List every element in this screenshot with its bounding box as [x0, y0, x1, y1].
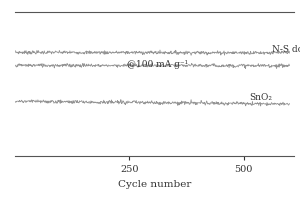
Text: @100 mA g⁻¹: @100 mA g⁻¹	[127, 60, 188, 69]
X-axis label: Cycle number: Cycle number	[118, 180, 191, 189]
Text: SnO₂: SnO₂	[249, 93, 272, 102]
Text: N-S do: N-S do	[272, 45, 300, 54]
